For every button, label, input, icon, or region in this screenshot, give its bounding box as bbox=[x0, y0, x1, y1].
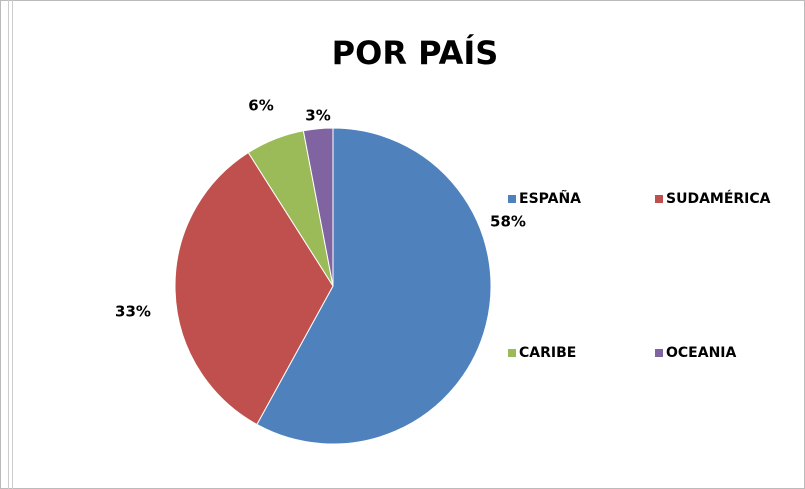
data-label: 6% bbox=[248, 97, 273, 115]
legend-label: OCEANIA bbox=[666, 345, 737, 361]
legend-swatch bbox=[508, 349, 516, 357]
data-label: 33% bbox=[115, 303, 151, 321]
data-label: 58% bbox=[490, 213, 526, 231]
chart-title: POR PAÍS bbox=[332, 34, 499, 72]
pie-slice bbox=[174, 151, 334, 426]
data-label: 3% bbox=[305, 107, 330, 125]
pie-slice bbox=[256, 127, 492, 445]
pie-slice bbox=[302, 127, 334, 287]
legend-label: CARIBE bbox=[519, 345, 576, 361]
legend-label: ESPAÑA bbox=[519, 190, 581, 207]
legend-label: SUDAMÉRICA bbox=[666, 190, 771, 207]
legend-swatch bbox=[655, 195, 663, 203]
legend-swatch bbox=[508, 195, 516, 203]
legend-swatch bbox=[655, 349, 663, 357]
